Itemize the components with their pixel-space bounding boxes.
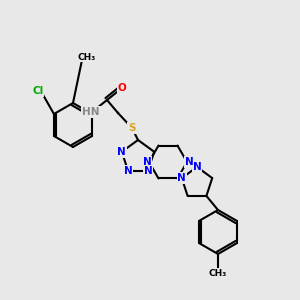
Text: S: S xyxy=(128,123,136,133)
Text: N: N xyxy=(193,162,201,172)
Text: Cl: Cl xyxy=(32,86,44,96)
Text: N: N xyxy=(118,147,126,157)
Text: N: N xyxy=(124,166,132,176)
Text: N: N xyxy=(184,157,194,167)
Text: O: O xyxy=(118,83,126,93)
Text: CH₃: CH₃ xyxy=(78,52,96,62)
Text: N: N xyxy=(142,157,152,167)
Text: HN: HN xyxy=(82,107,100,117)
Text: CH₃: CH₃ xyxy=(209,268,227,278)
Text: N: N xyxy=(144,166,152,176)
Text: N: N xyxy=(177,173,186,183)
